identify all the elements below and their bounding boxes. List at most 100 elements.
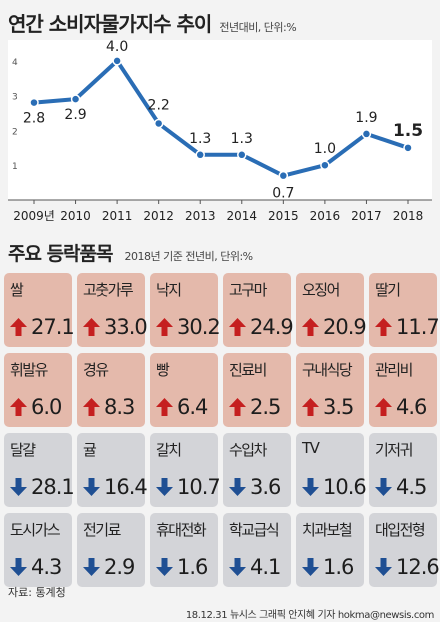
item-change: 6.4 [156, 395, 208, 419]
item-name: 딸기 [375, 281, 401, 299]
item-card: 관리비 4.6 [369, 353, 437, 427]
item-name: 고구마 [229, 281, 267, 299]
item-name: TV [302, 439, 320, 457]
item-value: 4.3 [31, 555, 62, 579]
data-label: 1.3 [189, 131, 211, 147]
items-grid: 쌀 27.1 고춧가루 33.0 낙지 30.2 고구마 24.9 오징어 20.9 딸기 11.7 휘… [4, 273, 440, 587]
data-label: 1.9 [355, 110, 377, 126]
item-value: 8.3 [104, 395, 135, 419]
item-name: 대입전형 [375, 521, 426, 539]
down-arrow-icon [83, 478, 100, 496]
down-arrow-icon [302, 478, 319, 496]
up-arrow-icon [375, 398, 392, 416]
item-value: 27.1 [31, 315, 75, 339]
x-tick-label: 2009년 [13, 209, 55, 223]
item-change: 24.9 [229, 315, 294, 339]
item-value: 4.5 [396, 475, 427, 499]
item-change: 11.7 [375, 315, 440, 339]
item-change: 4.3 [10, 555, 62, 579]
item-name: 고춧가루 [83, 281, 134, 299]
item-card: 구내식당 3.5 [296, 353, 364, 427]
data-label: 1.0 [314, 141, 336, 157]
y-tick-label: 2 [12, 127, 18, 137]
item-value: 16.4 [104, 475, 148, 499]
up-arrow-icon [156, 398, 173, 416]
item-value: 2.5 [250, 395, 281, 419]
y-tick-label: 4 [12, 58, 18, 68]
item-card: 달걀 28.1 [4, 433, 75, 507]
up-arrow-icon [302, 398, 319, 416]
item-value: 3.6 [250, 475, 281, 499]
data-point [29, 97, 39, 108]
up-arrow-icon [156, 318, 173, 336]
up-arrow-icon [83, 318, 100, 336]
x-tick-label: 2018 [393, 209, 424, 223]
item-card: 고춧가루 33.0 [77, 273, 148, 347]
item-name: 전기료 [83, 521, 121, 539]
item-value: 6.4 [177, 395, 208, 419]
y-tick-label: 3 [12, 93, 18, 103]
down-arrow-icon [229, 478, 246, 496]
item-card: 진료비 2.5 [223, 353, 291, 427]
data-label: 2.2 [148, 97, 170, 113]
item-value: 6.0 [31, 395, 62, 419]
data-label: 1.3 [231, 131, 253, 147]
item-change: 4.5 [375, 475, 427, 499]
item-change: 16.4 [83, 475, 148, 499]
credit-line: 18.12.31 뉴시스 그래픽 안지혜 기자 hokma@newsis.com [185, 610, 435, 621]
x-tick-label: 2017 [351, 209, 382, 223]
down-arrow-icon [83, 558, 100, 576]
item-change: 1.6 [156, 555, 208, 579]
up-arrow-icon [302, 318, 319, 336]
item-card: 전기료 2.9 [77, 513, 145, 587]
item-change: 33.0 [83, 315, 148, 339]
up-arrow-icon [10, 318, 27, 336]
item-card: 수입차 3.6 [223, 433, 291, 507]
item-name: 경유 [83, 361, 109, 379]
item-name: 휘발유 [10, 361, 48, 379]
up-arrow-icon [229, 398, 246, 416]
down-arrow-icon [156, 478, 173, 496]
item-card: 귤 16.4 [77, 433, 148, 507]
data-point [278, 170, 289, 181]
item-card: 쌀 27.1 [4, 273, 75, 347]
down-arrow-icon [10, 558, 27, 576]
item-card: 휴대전화 1.6 [150, 513, 218, 587]
item-card: TV 10.6 [296, 433, 367, 507]
up-arrow-icon [83, 398, 100, 416]
item-name: 낙지 [156, 281, 182, 299]
item-value: 4.6 [396, 395, 427, 419]
chart-subtitle: 전년대비, 단위:% [219, 21, 297, 34]
item-value: 1.6 [177, 555, 208, 579]
down-arrow-icon [229, 558, 246, 576]
item-value: 3.5 [323, 395, 354, 419]
data-point [153, 118, 164, 129]
x-tick-label: 2015 [268, 209, 299, 223]
item-value: 12.6 [396, 555, 440, 579]
items-section-header: 주요 등락품목 2018년 기준 전년비, 단위:% [8, 239, 253, 266]
up-arrow-icon [375, 318, 392, 336]
down-arrow-icon [10, 478, 27, 496]
item-card: 빵 6.4 [150, 353, 218, 427]
x-tick-label: 2010 [60, 209, 91, 223]
data-point [320, 160, 330, 170]
item-change: 10.6 [302, 475, 367, 499]
item-change: 10.7 [156, 475, 221, 499]
item-change: 2.9 [83, 555, 135, 579]
chart-title: 연간 소비자물가지수 추이 [8, 12, 212, 36]
item-card: 학교급식 4.1 [223, 513, 291, 587]
item-name: 달걀 [10, 441, 36, 459]
item-change: 28.1 [10, 475, 75, 499]
down-arrow-icon [375, 558, 392, 576]
item-value: 20.9 [323, 315, 367, 339]
cpi-series-line [33, 58, 409, 178]
y-tick-label: 1 [12, 162, 18, 172]
data-point [195, 150, 205, 160]
up-arrow-icon [229, 318, 246, 336]
item-value: 10.7 [177, 475, 221, 499]
item-card: 휘발유 6.0 [4, 353, 72, 427]
data-point [361, 129, 372, 139]
item-change: 30.2 [156, 315, 221, 339]
data-label: 2.8 [23, 111, 45, 127]
plot-area [8, 40, 432, 200]
